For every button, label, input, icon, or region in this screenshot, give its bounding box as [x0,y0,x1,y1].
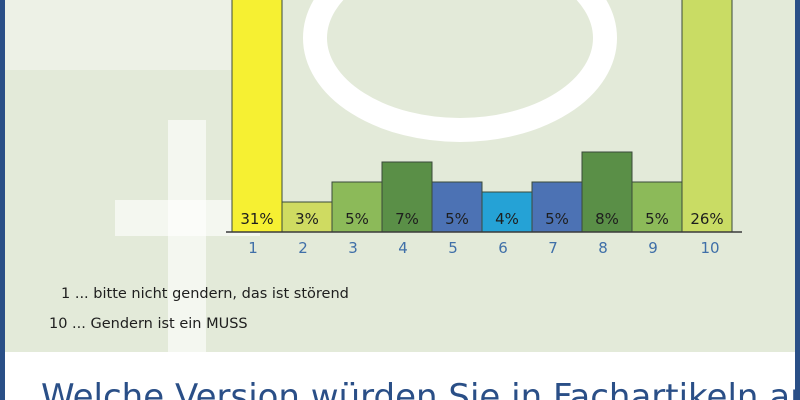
x-tick-label-7: 7 [548,239,558,257]
bar-9 [631,181,683,233]
bar-value-label-5: 5% [445,210,469,228]
chart-area: 31% 1 3% 2 5% 3 7% 4 5% 5 4% 6 5% 7 8% 8 5% 9 26% 10 1 ... … [5,0,795,352]
card: 31% 1 3% 2 5% 3 7% 4 5% 5 4% 6 5% 7 8% 8 5% 9 26% 10 1 ... … [5,0,795,400]
bar-1 [231,0,283,233]
bar-value-label-4: 7% [395,210,419,228]
x-tick-label-4: 4 [398,239,408,257]
bar-value-label-1: 31% [240,210,273,228]
bar-value-label-6: 4% [495,210,519,228]
bar-10 [681,0,733,233]
bar-value-label-3: 5% [345,210,369,228]
bar-chart: 31% 1 3% 2 5% 3 7% 4 5% 5 4% 6 5% 7 8% 8 5% 9 26% 10 [226,0,742,257]
bar-7 [531,181,583,233]
bar-value-label-9: 5% [645,210,669,228]
bar-value-label-2: 3% [295,210,319,228]
bar-value-label-8: 8% [595,210,619,228]
bar-8 [581,151,633,233]
x-tick-label-6: 6 [498,239,508,257]
bar-4 [381,161,433,233]
x-tick-label-9: 9 [648,239,658,257]
question-heading: Welche Version würden Sie in Fachartikel… [41,377,795,400]
x-tick-label-5: 5 [448,239,458,257]
legend-line-10: 10 ... Gendern ist ein MUSS [49,316,248,332]
x-tick-label-8: 8 [598,239,608,257]
x-tick-label-2: 2 [298,239,308,257]
venus-symbol-watermark [5,0,617,352]
bar-value-label-10: 26% [690,210,723,228]
x-tick-label-3: 3 [348,239,358,257]
bar-value-label-7: 5% [545,210,569,228]
legend-line-1: 1 ... bitte nicht gendern, das ist störe… [61,286,349,302]
x-tick-label-1: 1 [248,239,258,257]
x-tick-label-10: 10 [700,239,719,257]
